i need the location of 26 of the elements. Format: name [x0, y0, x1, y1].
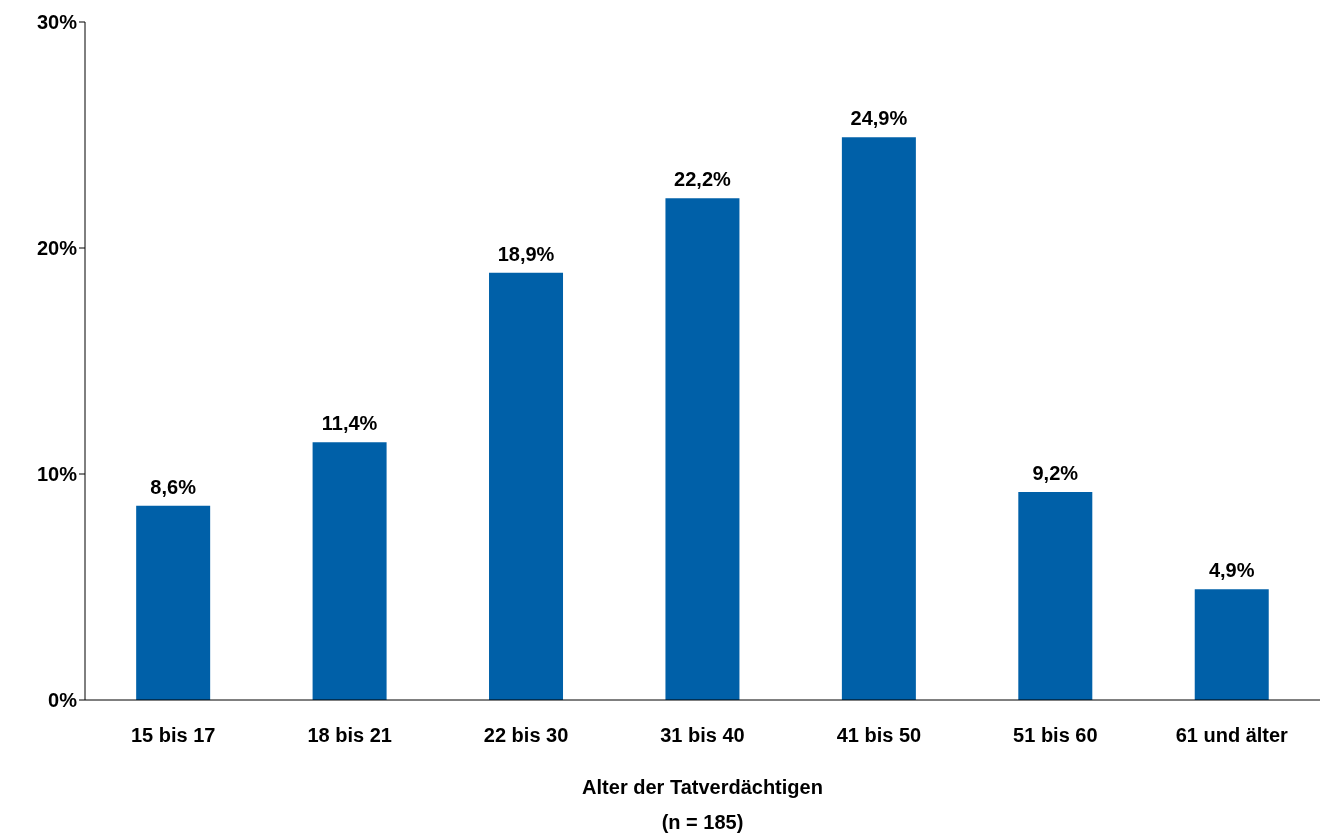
y-tick-label: 0%: [48, 689, 78, 712]
bar: [1018, 492, 1093, 700]
x-axis-title: Alter der Tatverdächtigen (n = 185): [582, 776, 823, 833]
y-tick-label: 30%: [36, 11, 78, 34]
bar: [312, 442, 387, 700]
y-tick-label: 10%: [36, 463, 78, 486]
data-label: 8,6%: [150, 475, 197, 498]
x-tick-label: 51 bis 60: [1013, 724, 1098, 747]
bar: [1194, 589, 1269, 700]
data-label: 4,9%: [1208, 559, 1255, 582]
x-tick-label: 22 bis 30: [483, 724, 569, 747]
bar: [841, 137, 916, 700]
data-label: 22,2%: [674, 168, 732, 191]
data-label: 11,4%: [321, 412, 378, 435]
x-tick-label: 61 und älter: [1175, 724, 1289, 747]
x-tick-label: 31 bis 40: [660, 724, 745, 747]
bar: [665, 198, 740, 700]
y-tick-label: 20%: [36, 237, 78, 260]
x-tick-label: 41 bis 50: [836, 724, 922, 747]
data-label: 24,9%: [850, 107, 908, 130]
x-tick-label: 18 bis 21: [307, 724, 392, 747]
data-label: 18,9%: [497, 242, 555, 265]
bar: [136, 505, 211, 700]
data-label: 9,2%: [1032, 462, 1079, 485]
bar: [489, 272, 564, 700]
x-tick-label: 15 bis 17: [130, 724, 216, 747]
